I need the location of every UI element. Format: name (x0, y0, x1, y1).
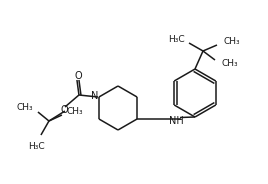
Text: CH₃: CH₃ (67, 107, 84, 116)
Text: CH₃: CH₃ (16, 102, 33, 112)
Text: CH₃: CH₃ (221, 59, 238, 68)
Text: O: O (60, 105, 68, 115)
Text: H₃C: H₃C (168, 36, 185, 45)
Text: NH: NH (169, 116, 183, 126)
Text: H₃C: H₃C (28, 142, 44, 151)
Text: O: O (74, 71, 82, 81)
Text: CH₃: CH₃ (223, 36, 240, 45)
Text: N: N (91, 91, 98, 101)
